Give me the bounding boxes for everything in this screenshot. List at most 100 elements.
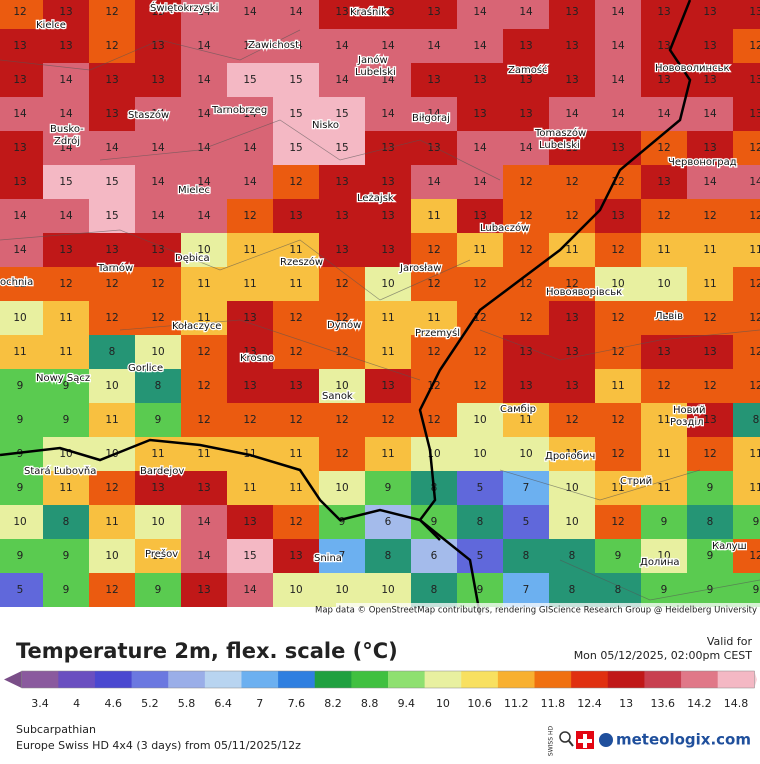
temperature-value: 14 [151,108,165,120]
temperature-cell [135,131,181,165]
temperature-value: 13 [565,40,578,52]
temperature-cell [43,335,89,369]
temperature-value: 10 [151,346,164,358]
temperature-value: 12 [59,278,72,290]
temperature-value: 14 [59,74,73,86]
temperature-cell [135,369,181,403]
temperature-cell [89,505,135,539]
temperature-cell [319,403,365,437]
temperature-value: 9 [707,482,714,494]
temperature-value: 10 [13,312,26,324]
temperature-value: 11 [13,346,26,358]
temperature-cell [181,199,227,233]
city: Tarnobrzeg [211,105,267,116]
temperature-cell [89,539,135,573]
temperature-value: 10 [335,584,348,596]
temperature-cell [43,131,89,165]
temperature-cell [0,505,43,539]
temperature-cell [43,505,89,539]
temperature-value: 13 [473,210,486,222]
temperature-value: 12 [381,414,394,426]
temperature-value: 13 [519,74,532,86]
temperature-value: 11 [703,244,716,256]
temperature-value: 13 [657,176,670,188]
temperature-value: 11 [289,278,302,290]
temperature-cell [595,233,641,267]
temperature-cell [503,437,549,471]
temperature-cell [687,301,733,335]
temperature-cell [595,437,641,471]
temperature-value: 9 [63,380,70,392]
temperature-value: 10 [105,550,118,562]
temperature-cell [0,335,43,369]
temperature-cell [0,29,43,63]
temperature-cell [43,63,89,97]
temperature-value: 14 [703,108,717,120]
city: Mielec [178,185,210,196]
temperature-cell [641,63,687,97]
colorbar-tick-label: 8.8 [361,697,379,710]
temperature-value: 13 [59,40,72,52]
temperature-value: 9 [17,448,24,460]
valid-label: Valid for [707,635,753,648]
temperature-cell [503,233,549,267]
temperature-cell [457,29,503,63]
temperature-cell [457,131,503,165]
temperature-cell [365,471,411,505]
temperature-value: 12 [335,312,348,324]
badge: SWISS HD [548,726,555,757]
temperature-value: 8 [523,550,530,562]
temperature-value: 10 [335,482,348,494]
temperature-cell [503,403,549,437]
temperature-value: 12 [749,210,760,222]
temperature-cell [687,63,733,97]
temperature-cell [503,369,549,403]
temperature-value: 14 [151,176,165,188]
city: Новий [673,405,706,416]
temperature-value: 12 [749,312,760,324]
colorbar: 3.4 4 4.6 5.2 5.8 6.4 7 7.6 8.2 8.8 9.4 10 10.6 11.2 1… [4,670,757,710]
temperature-value: 13 [565,6,578,18]
temperature-value: 14 [105,142,119,154]
temperature-cell [365,233,411,267]
temperature-value: 10 [519,448,532,460]
temperature-cell [0,233,43,267]
colorbar-tick-label: 13 [619,697,633,710]
temperature-value: 10 [105,380,118,392]
temperature-value: 14 [243,40,257,52]
temperature-cell [503,573,549,607]
temperature-value: 13 [151,482,164,494]
temperature-value: 15 [335,142,348,154]
temperature-cell [319,199,365,233]
city: Калуш [712,541,747,552]
temperature-cell [89,267,135,301]
colorbar-segment [204,671,242,688]
temperature-cell [641,233,687,267]
temperature-value: 13 [243,346,256,358]
temperature-value: 15 [105,176,118,188]
temperature-cell [687,199,733,233]
temperature-value: 8 [155,380,162,392]
temperature-value: 12 [611,414,624,426]
temperature-value: 9 [155,584,162,596]
temperature-cell [319,335,365,369]
temperature-cell [457,199,503,233]
temperature-value: 12 [519,244,532,256]
temperature-value: 14 [519,142,533,154]
temperature-value: 11 [105,414,118,426]
temperature-value: 11 [749,448,760,460]
temperature-cell [457,573,503,607]
temperature-cell [365,63,411,97]
temperature-value: 12 [749,346,760,358]
temperature-value: 13 [243,380,256,392]
temperature-cell [319,97,365,131]
temperature-value: 11 [473,244,486,256]
temperature-cell [135,97,181,131]
temperature-value: 11 [611,482,624,494]
temperature-cell [43,0,89,29]
temperature-cell [273,0,319,29]
temperature-cell [687,471,733,505]
temperature-cell [135,267,181,301]
temperature-cell [457,471,503,505]
temperature-value: 13 [703,74,716,86]
